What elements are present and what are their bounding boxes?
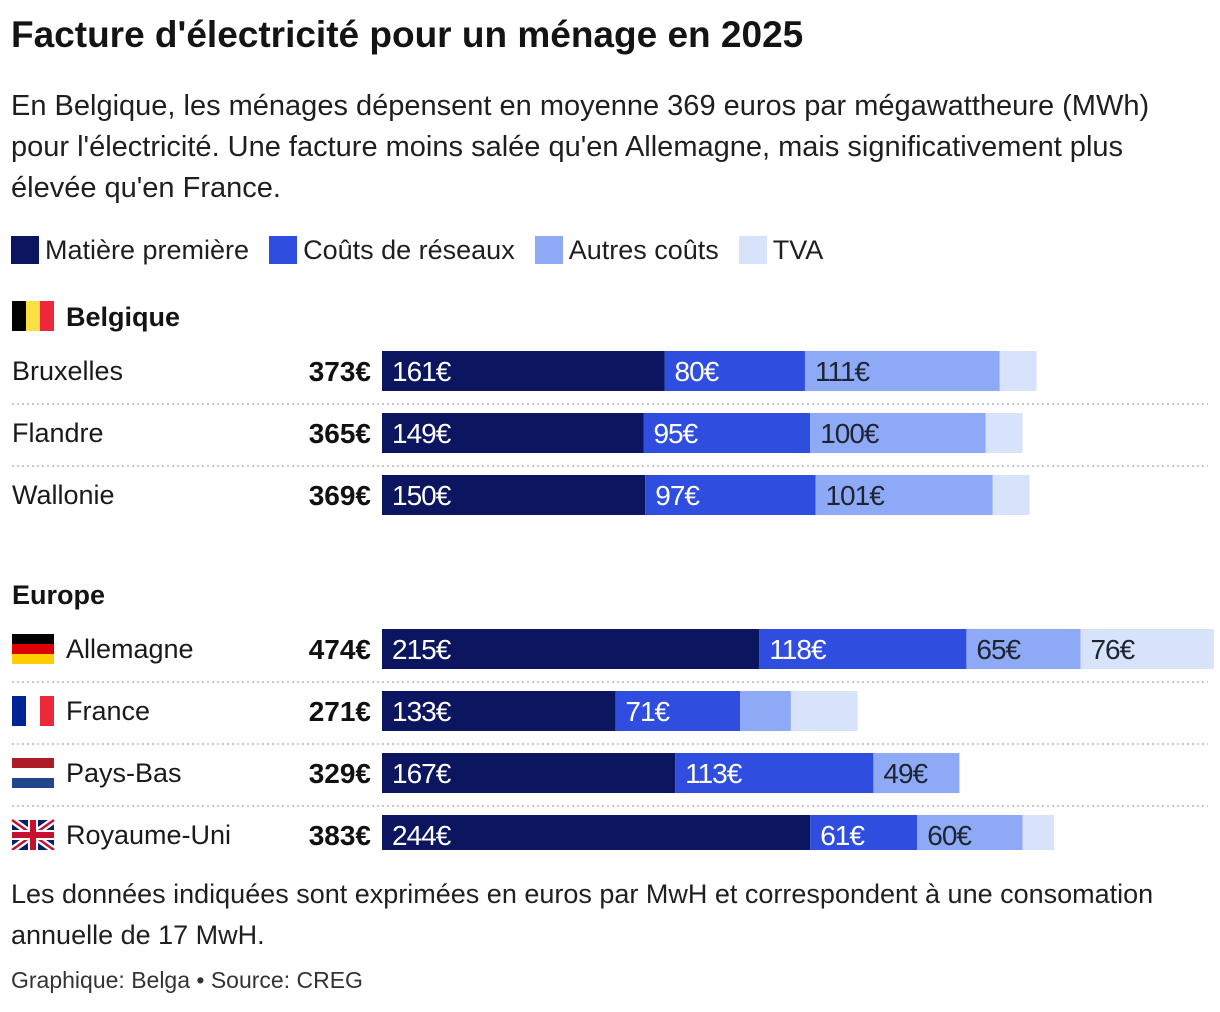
legend-item-autres: Autres coûts — [534, 234, 719, 266]
legend-swatch-autres — [534, 236, 563, 264]
row-label-royaume-uni: Royaume-Uni — [66, 820, 231, 850]
data-label-reseaux-bruxelles: 80€ — [675, 356, 720, 387]
chart-title: Facture d'électricité pour un ménage en … — [11, 14, 804, 55]
bar-segment-matiere-pays-bas — [382, 753, 676, 793]
row-label-flandre: Flandre — [12, 418, 104, 448]
data-label-reseaux-royaume-uni: 61€ — [820, 820, 865, 850]
source-credit: Graphique: Belga • Source: CREG — [11, 967, 363, 993]
bar-segment-tva-flandre — [985, 413, 1023, 453]
data-label-reseaux-france: 71€ — [625, 696, 670, 727]
legend-label-matiere: Matière première — [45, 234, 250, 265]
data-label-autres-pays-bas: 49€ — [883, 758, 928, 789]
data-label-autres-allemagne: 65€ — [976, 634, 1021, 665]
total-label-allemagne: 474€ — [309, 634, 372, 665]
data-label-matiere-bruxelles: 161€ — [392, 356, 452, 387]
total-label-france: 271€ — [309, 696, 372, 727]
bar-segment-reseaux-bruxelles — [664, 351, 805, 391]
bar-segment-autres-wallonie — [815, 475, 993, 515]
data-label-autres-bruxelles: 111€ — [815, 356, 871, 387]
bar-segment-autres-bruxelles — [804, 351, 1000, 391]
legend-label-tva: TVA — [772, 234, 824, 265]
bar-segment-matiere-bruxelles — [382, 351, 665, 391]
legend-item-reseaux: Coûts de réseaux — [269, 235, 515, 266]
data-label-matiere-flandre: 149€ — [392, 418, 452, 449]
bar-segment-matiere-flandre — [382, 413, 644, 453]
data-label-reseaux-pays-bas: 113€ — [685, 758, 743, 789]
data-label-autres-wallonie: 101€ — [825, 480, 885, 511]
total-label-flandre: 365€ — [309, 418, 372, 449]
bar-segment-reseaux-royaume-uni — [810, 815, 918, 850]
bar-segment-autres-pays-bas — [873, 753, 960, 793]
data-label-tva-allemagne: 76€ — [1090, 634, 1135, 665]
bar-segment-matiere-france — [382, 691, 616, 731]
data-label-matiere-wallonie: 150€ — [392, 480, 452, 511]
row-label-france: France — [66, 696, 150, 726]
bar-segment-autres-royaume-uni — [917, 815, 1023, 850]
data-label-matiere-france: 133€ — [392, 696, 452, 727]
bar-segment-tva-bruxelles — [999, 351, 1037, 391]
stacked-bar-chart: Belgique Bruxelles 373€ 161€ 80€ 111€ Flandre 3… — [9, 301, 1214, 850]
total-label-pays-bas: 329€ — [309, 758, 372, 789]
legend-swatch-reseaux — [269, 236, 298, 264]
bar-segment-tva-allemagne — [1080, 629, 1214, 669]
bar-segment-autres-france — [740, 691, 791, 731]
bar-segment-tva-wallonie — [992, 475, 1030, 515]
total-label-wallonie: 369€ — [309, 480, 372, 511]
bar-segment-reseaux-pays-bas — [675, 753, 874, 793]
row-label-wallonie: Wallonie — [12, 480, 115, 510]
group-label-europe: Europe — [12, 580, 105, 610]
bar-segment-autres-allemagne — [966, 629, 1081, 669]
legend-swatch-matiere — [11, 236, 39, 264]
total-label-bruxelles: 373€ — [309, 356, 372, 387]
data-label-reseaux-allemagne: 118€ — [769, 634, 827, 665]
flag-gb-icon — [9, 817, 57, 850]
bar-segment-matiere-royaume-uni — [382, 815, 811, 850]
flag-be-icon — [12, 301, 54, 331]
bar-segment-tva-royaume-uni — [1022, 815, 1055, 850]
group-label-belgique: Belgique — [66, 302, 180, 332]
legend: Matière première Coûts de réseaux Autres… — [11, 232, 843, 268]
bar-segment-reseaux-allemagne — [759, 629, 967, 669]
data-label-reseaux-wallonie: 97€ — [655, 480, 700, 511]
row-label-allemagne: Allemagne — [66, 634, 194, 664]
chart-subtitle: En Belgique, les ménages dépensent en mo… — [11, 90, 1150, 204]
legend-label-autres: Autres coûts — [568, 234, 719, 265]
bar-segment-reseaux-france — [615, 691, 741, 731]
data-label-matiere-allemagne: 215€ — [392, 634, 452, 665]
bar-segment-matiere-allemagne — [382, 629, 760, 669]
legend-item-tva: TVA — [738, 234, 824, 266]
flag-nl-icon — [12, 758, 54, 788]
row-label-bruxelles: Bruxelles — [12, 356, 123, 386]
data-label-matiere-pays-bas: 167€ — [392, 758, 452, 789]
bar-segment-reseaux-wallonie — [645, 475, 816, 515]
bar-segment-reseaux-flandre — [643, 413, 811, 453]
data-label-autres-flandre: 100€ — [820, 418, 880, 449]
bar-segment-matiere-wallonie — [382, 475, 646, 515]
legend-swatch-tva — [738, 236, 767, 264]
data-label-reseaux-flandre: 95€ — [653, 418, 698, 449]
data-label-autres-royaume-uni: 60€ — [927, 820, 972, 850]
legend-item-matiere: Matière première — [11, 235, 249, 266]
row-label-pays-bas: Pays-Bas — [66, 758, 182, 788]
data-label-matiere-royaume-uni: 244€ — [392, 820, 452, 850]
bar-segment-autres-flandre — [810, 413, 986, 453]
legend-label-reseaux: Coûts de réseaux — [303, 234, 515, 265]
footnote: Les données indiquées sont exprimées en … — [11, 879, 1154, 950]
bar-segment-tva-france — [790, 691, 858, 731]
total-label-royaume-uni: 383€ — [309, 820, 372, 850]
flag-fr-icon — [12, 696, 54, 726]
flag-de-icon — [12, 634, 54, 664]
